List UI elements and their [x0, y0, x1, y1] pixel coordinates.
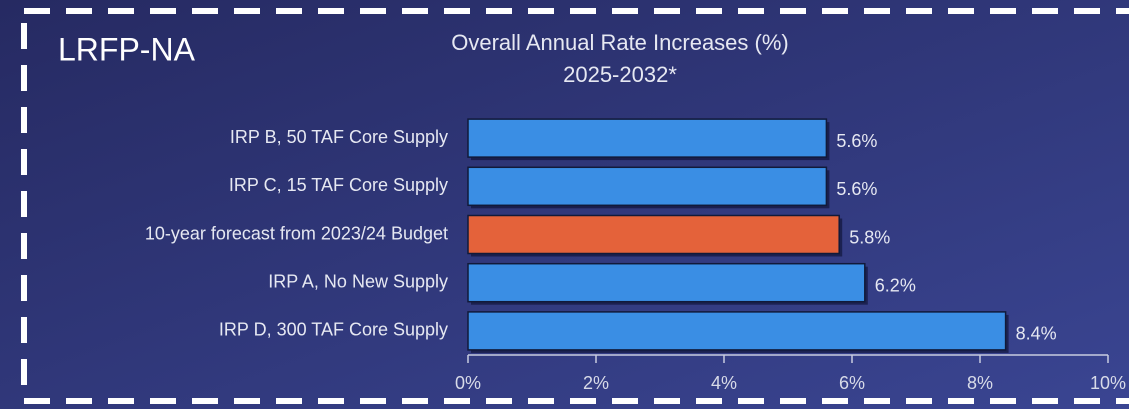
- x-tick-label: 6%: [839, 373, 865, 393]
- dashed-border: [21, 8, 1129, 404]
- data-label: 5.8%: [849, 227, 890, 247]
- y-tick-label: IRP C, 15 TAF Core Supply: [229, 175, 448, 195]
- bar: [467, 262, 866, 303]
- x-tick-label: 2%: [583, 373, 609, 393]
- x-tick-label: 0%: [455, 373, 481, 393]
- chart-title: 2025-2032*: [563, 62, 677, 87]
- bar: [467, 214, 840, 255]
- x-tick-label: 4%: [711, 373, 737, 393]
- bar: [467, 311, 1007, 351]
- y-tick-label: IRP B, 50 TAF Core Supply: [230, 127, 448, 147]
- bar: [467, 166, 828, 207]
- data-label: 8.4%: [1016, 324, 1057, 344]
- y-tick-label: IRP D, 300 TAF Core Supply: [219, 320, 448, 340]
- bar: [467, 118, 828, 158]
- y-tick-label: IRP A, No New Supply: [268, 271, 448, 291]
- data-label: 5.6%: [836, 131, 877, 151]
- x-tick-label: 10%: [1090, 373, 1126, 393]
- chart-title: Overall Annual Rate Increases (%): [451, 30, 789, 55]
- y-tick-label: 10-year forecast from 2023/24 Budget: [145, 223, 448, 243]
- data-label: 6.2%: [875, 275, 916, 295]
- x-tick-label: 8%: [967, 373, 993, 393]
- annotation: LRFP-NA: [58, 31, 196, 67]
- data-label: 5.6%: [836, 179, 877, 199]
